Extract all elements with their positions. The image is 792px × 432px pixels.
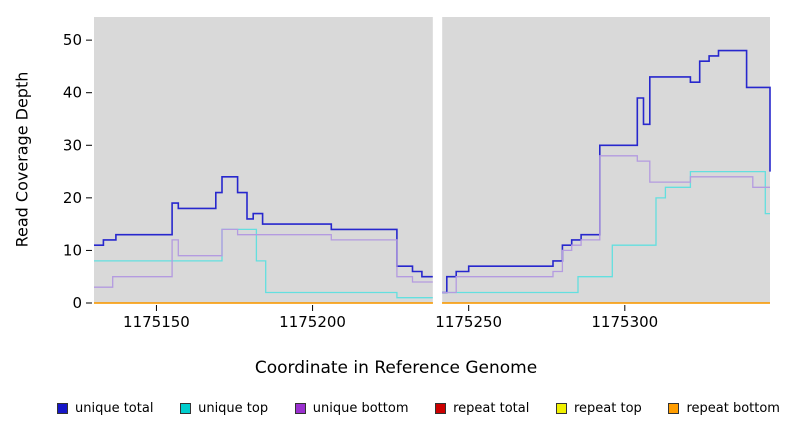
legend-item-repeat-total: repeat total [435,401,529,416]
plot-panel [94,17,770,303]
series-unique-bottom [442,155,770,294]
legend-label: repeat bottom [686,401,780,416]
y-tick-label: 30 [63,136,82,154]
legend-label: repeat top [574,401,642,416]
legend-item-repeat-top: repeat top [556,401,642,416]
series-unique-total [442,49,771,294]
y-tick-label: 20 [63,189,82,207]
legend-item-unique-top: unique top [180,401,268,416]
x-tick-label: 1175300 [591,313,658,331]
y-tick-label: 0 [72,294,82,312]
legend-swatch-unique-top [180,403,192,414]
legend-item-unique-total: unique total [57,401,153,416]
series-unique-total [94,176,433,278]
x-axis-title: Coordinate in Reference Genome [254,358,538,378]
legend-swatch-unique-total [57,403,68,414]
series-unique-top [442,170,770,294]
legend-label: unique total [75,401,154,416]
legend-item-repeat-bottom: repeat bottom [668,401,780,416]
series-unique-bottom [94,228,433,288]
legend-swatch-unique-bottom [294,403,306,414]
x-tick-label: 1175150 [123,313,190,331]
legend: unique total unique top unique bottom repea… [0,401,792,416]
y-tick-label: 40 [63,84,82,102]
legend-label: repeat total [453,401,530,416]
y-tick-label: 50 [63,31,82,49]
y-tick-label: 10 [63,241,82,259]
legend-swatch-repeat-top [556,403,567,414]
x-tick-label: 1175200 [279,313,346,331]
coverage-gap [432,17,443,303]
legend-swatch-repeat-total [435,403,447,414]
legend-label: unique top [198,401,269,416]
legend-item-unique-bottom: unique bottom [294,401,409,416]
legend-label: unique bottom [312,401,409,416]
legend-swatch-repeat-bottom [668,403,680,414]
x-tick-label: 1175250 [435,313,502,331]
coverage-plot: 0 10 20 30 40 50 1175150 1175200 1175250 1175300 [63,17,771,331]
